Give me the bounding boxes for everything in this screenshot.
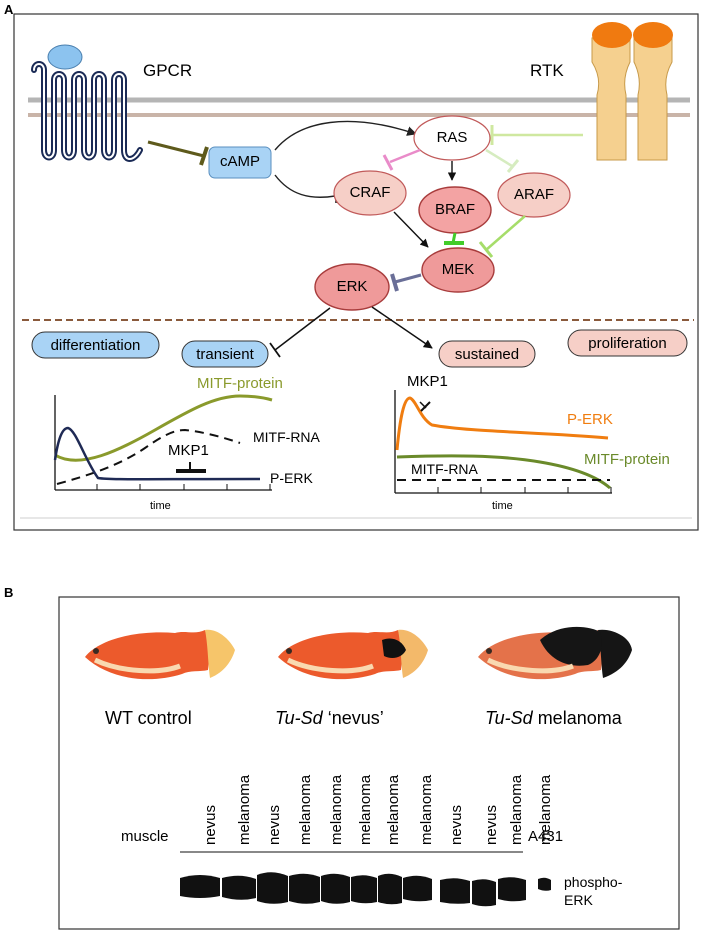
- erk-activates-sustained: [371, 306, 433, 349]
- melanoma-caption-rest: melanoma: [532, 708, 622, 728]
- right-mkp1-label: MKP1: [407, 373, 448, 390]
- melanoma-fish-image: [478, 626, 632, 680]
- nevus-caption-italic: Tu-Sd: [275, 708, 323, 728]
- lane-label-10: nevus: [483, 804, 500, 845]
- craf-activates-mek: [393, 211, 429, 248]
- transient-label: transient: [196, 346, 254, 363]
- wt-control-caption: WT control: [105, 708, 192, 728]
- right-mitf-rna-label: MITF-RNA: [411, 461, 478, 477]
- erk-label: ERK: [336, 278, 368, 295]
- differentiation-pill: [31, 331, 160, 359]
- right-plot: [394, 390, 612, 494]
- lane-label-2: melanoma: [236, 774, 253, 845]
- rtk-inhibits-ras: [490, 125, 583, 145]
- lane-label-6: melanoma: [357, 774, 374, 845]
- cell-membrane: [28, 97, 690, 117]
- erk-inhibits-transient: [269, 307, 331, 358]
- panel-b-label: B: [4, 585, 14, 600]
- mek-label: MEK: [441, 261, 475, 278]
- melanoma-caption-italic: Tu-Sd: [485, 708, 533, 728]
- left-mitf-rna-label: MITF-RNA: [253, 429, 320, 445]
- left-time-label: time: [150, 500, 171, 512]
- phospho-erk-bands: [180, 872, 551, 907]
- left-mitf-protein-curve: [54, 394, 273, 462]
- proliferation-label: proliferation: [588, 335, 667, 352]
- nevus-fish-image: [278, 629, 428, 680]
- craf-node: [333, 170, 407, 216]
- lane-label-5: melanoma: [328, 774, 345, 845]
- wt-fish-image: [85, 629, 235, 680]
- panel-a-diagram: [13, 13, 699, 531]
- ras-inhibits-araf: [485, 148, 520, 173]
- panel-a-label: A: [4, 2, 14, 17]
- phospho-erk-label-line1: phospho-: [564, 874, 623, 890]
- araf-node: [497, 172, 571, 218]
- left-perk-label: P-ERK: [270, 470, 313, 486]
- craf-label: CRAF: [349, 184, 391, 201]
- erk-node: [314, 263, 390, 311]
- araf-inhibits-mek: [478, 215, 526, 258]
- proliferation-pill: [567, 329, 688, 357]
- a431-label: A431: [528, 828, 564, 845]
- left-mitf-protein-label: MITF-protein: [197, 375, 283, 392]
- mek-inhibits-erk: [390, 273, 422, 292]
- camp-inhibits-craf: [274, 174, 336, 198]
- camp-activates-ras: [274, 120, 417, 151]
- rtk-label: RTK: [530, 61, 564, 80]
- nevus-caption-rest: ‘nevus’: [322, 708, 384, 728]
- right-mitf-protein-curve: [396, 454, 611, 490]
- right-time-label: time: [492, 500, 513, 512]
- lane-label-11: melanoma: [508, 774, 525, 845]
- ras-inhibits-craf: [382, 148, 421, 171]
- lane-label-1: nevus: [202, 804, 219, 845]
- left-plot: [53, 394, 273, 491]
- transient-pill: [181, 340, 269, 368]
- right-mitf-protein-label: MITF-protein: [584, 451, 670, 468]
- braf-label: BRAF: [434, 201, 475, 218]
- mek-node: [421, 247, 495, 293]
- lane-label-3: nevus: [266, 804, 283, 845]
- left-mitf-rna-curve: [56, 428, 241, 485]
- lane-label-9: nevus: [448, 804, 465, 845]
- sustained-pill: [438, 340, 536, 368]
- differentiation-label: differentiation: [50, 337, 141, 354]
- gpcr-inhibits-camp: [147, 140, 209, 166]
- braf-inhibits-mek: [444, 232, 464, 245]
- gpcr-receptor: [31, 44, 143, 162]
- right-perk-curve: [395, 396, 609, 451]
- lane-label-7: melanoma: [385, 774, 402, 845]
- lane-label-8: melanoma: [418, 774, 435, 845]
- lane-label-4: melanoma: [297, 774, 314, 845]
- ras-label: RAS: [436, 129, 468, 146]
- camp-node: [208, 146, 272, 179]
- ras-node: [413, 115, 491, 161]
- gpcr-label: GPCR: [143, 61, 193, 80]
- camp-label: cAMP: [219, 153, 260, 170]
- sustained-label: sustained: [454, 346, 520, 363]
- melanoma-caption: Tu-Sd melanoma: [485, 708, 622, 729]
- phospho-erk-label-line2: ERK: [564, 892, 593, 908]
- left-perk-curve: [53, 426, 261, 481]
- muscle-label: muscle: [121, 828, 169, 845]
- left-mkp1-label: MKP1: [168, 442, 209, 459]
- araf-label: ARAF: [513, 186, 554, 203]
- rtk-receptor: [591, 22, 673, 161]
- panel-b-figure: [58, 596, 680, 930]
- right-perk-label: P-ERK: [567, 411, 613, 428]
- nevus-caption: Tu-Sd ‘nevus’: [275, 708, 384, 729]
